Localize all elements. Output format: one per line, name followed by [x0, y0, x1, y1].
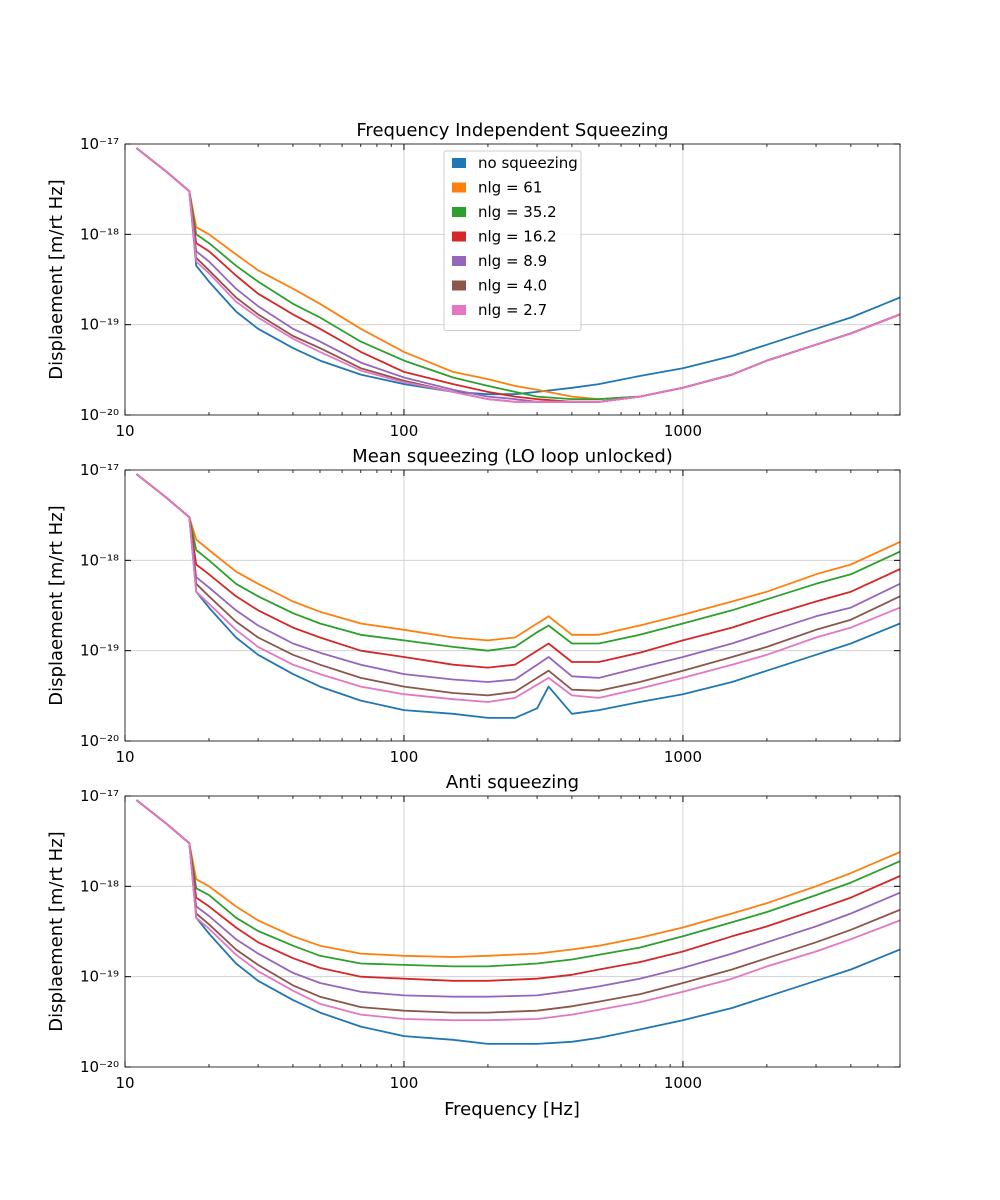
legend-swatch	[452, 280, 466, 291]
y-axis-label: Displaement [m/rt Hz]	[46, 505, 67, 705]
axes-frame	[124, 469, 901, 742]
x-tick-label: 10	[115, 1074, 134, 1092]
panel-2: 10 100 1000 10⁻²⁰ 10⁻¹⁹ 10⁻¹⁸ 10⁻¹⁷ Mean squeez…	[46, 446, 901, 766]
legend-swatch	[452, 182, 466, 193]
plot-area	[125, 796, 900, 1067]
series-line-nlg-2-7	[135, 147, 900, 403]
legend-label: nlg = 61	[478, 179, 542, 197]
legend-label: no squeezing	[478, 154, 578, 172]
y-tick-label: 10⁻¹⁸	[80, 877, 119, 895]
series-line-nlg-8-9	[135, 473, 900, 683]
panel-1: 10 100 1000 10⁻²⁰ 10⁻¹⁹ 10⁻¹⁸ 10⁻¹⁷ Frequency I…	[46, 120, 901, 440]
y-tick-label: 10⁻¹⁹	[80, 968, 119, 986]
y-tick-label: 10⁻¹⁸	[80, 225, 119, 243]
y-tick-label: 10⁻¹⁹	[80, 642, 119, 660]
legend-swatch	[452, 256, 466, 266]
x-axis-label: Frequency [Hz]	[444, 1099, 580, 1120]
y-tick-label: 10⁻¹⁹	[80, 316, 119, 334]
series-line-nlg-35-2	[135, 799, 900, 968]
legend-label: nlg = 16.2	[478, 228, 557, 246]
series-line-nlg-35-2	[135, 473, 900, 652]
series-group	[135, 473, 900, 719]
x-tick-label: 100	[390, 748, 419, 766]
y-tick-label: 10⁻¹⁷	[80, 135, 119, 153]
series-group	[135, 147, 900, 403]
y-tick-label: 10⁻¹⁷	[80, 787, 119, 805]
series-line-nlg-61	[135, 473, 900, 642]
y-tick-label: 10⁻²⁰	[80, 732, 119, 750]
x-tick-label: 1000	[664, 1074, 702, 1092]
y-axis-label: Displaement [m/rt Hz]	[46, 179, 67, 379]
legend: no squeezing nlg = 61 nlg = 35.2 nlg = 16.2…	[443, 150, 582, 331]
series-line-nlg-16-2	[135, 473, 900, 669]
y-axis-label: Displaement [m/rt Hz]	[46, 831, 67, 1031]
series-line-nlg-4-0	[135, 473, 900, 697]
series-line-nlg-16-2	[135, 799, 900, 982]
legend-swatch	[452, 158, 466, 168]
panel-title: Anti squeezing	[446, 772, 579, 793]
series-group	[135, 799, 900, 1045]
panel-title: Mean squeezing (LO loop unlocked)	[352, 446, 673, 467]
series-line-no-squeezing	[135, 799, 900, 1045]
x-tick-label: 1000	[664, 748, 702, 766]
panel-title: Frequency Independent Squeezing	[356, 120, 668, 141]
y-tick-label: 10⁻¹⁸	[80, 551, 119, 569]
series-line-nlg-2-7	[135, 799, 900, 1022]
axes-frame	[124, 143, 901, 416]
plot-area	[125, 470, 900, 741]
x-tick-label: 10	[115, 422, 134, 440]
x-tick-label: 100	[390, 422, 419, 440]
legend-swatch	[452, 207, 466, 217]
series-line-nlg-2-7	[135, 473, 900, 703]
x-tick-label: 100	[390, 1074, 419, 1092]
legend-label: nlg = 8.9	[478, 252, 547, 270]
legend-box	[443, 150, 582, 331]
legend-swatch	[452, 231, 466, 242]
y-tick-label: 10⁻²⁰	[80, 406, 119, 424]
series-line-no-squeezing	[135, 473, 900, 719]
series-line-nlg-4-0	[135, 799, 900, 1014]
panel-3: 10 100 1000 10⁻²⁰ 10⁻¹⁹ 10⁻¹⁸ 10⁻¹⁷ Anti squeez…	[46, 772, 901, 1092]
legend-label: nlg = 2.7	[478, 301, 547, 319]
y-tick-label: 10⁻²⁰	[80, 1058, 119, 1076]
legend-label: nlg = 35.2	[478, 203, 557, 221]
series-line-nlg-8-9	[135, 799, 900, 998]
legend-swatch	[452, 305, 466, 315]
series-line-nlg-61	[135, 799, 900, 958]
legend-label: nlg = 4.0	[478, 277, 547, 295]
y-tick-label: 10⁻¹⁷	[80, 461, 119, 479]
x-tick-label: 1000	[664, 422, 702, 440]
axes-frame	[124, 795, 901, 1068]
x-tick-label: 10	[115, 748, 134, 766]
